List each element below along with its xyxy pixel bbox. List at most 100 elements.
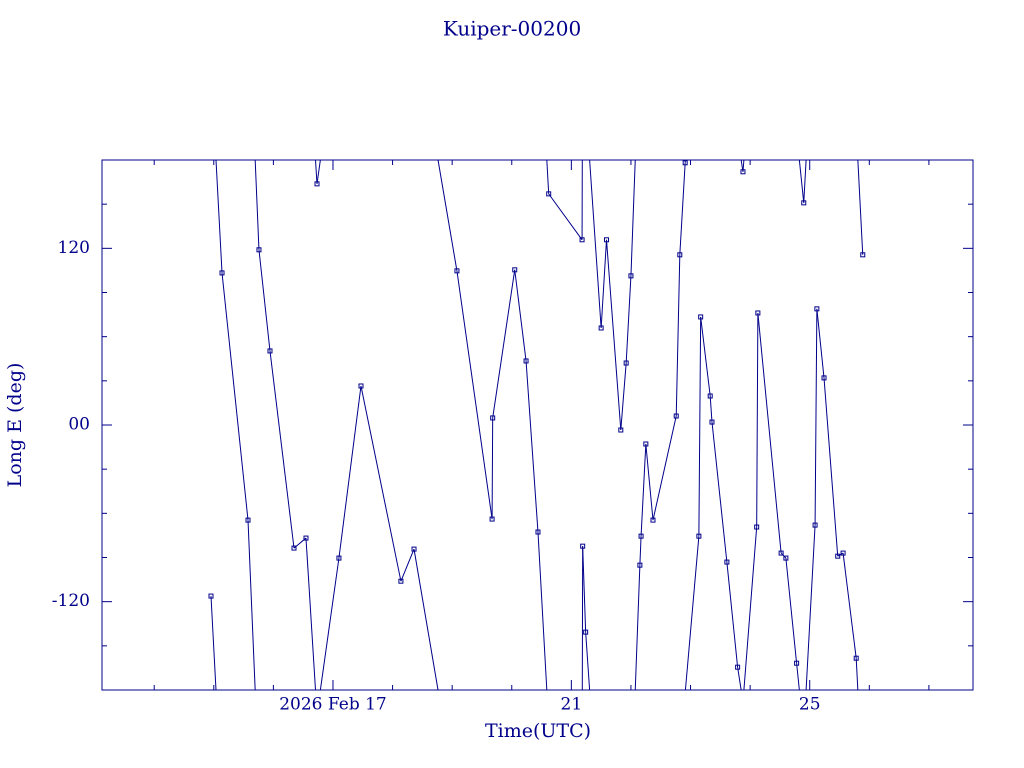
line-segment	[630, 159, 636, 276]
line-segment	[338, 385, 362, 559]
line-segment	[823, 377, 839, 557]
line-segment	[737, 667, 742, 691]
line-segment	[756, 312, 759, 528]
data-point	[778, 550, 784, 556]
line-segment	[855, 658, 859, 691]
line-segment	[400, 548, 415, 582]
data-point	[583, 629, 589, 635]
data-point	[219, 270, 225, 276]
line-segment	[639, 536, 642, 566]
line-segment	[634, 565, 641, 691]
data-point	[411, 546, 417, 552]
line-segment	[221, 272, 249, 521]
data-point	[724, 559, 730, 565]
data-point	[853, 655, 859, 661]
data-point	[735, 664, 741, 670]
data-point	[490, 415, 496, 421]
data-point	[643, 441, 649, 447]
line-segment	[606, 239, 622, 431]
line-segment	[780, 552, 787, 559]
line-segment	[816, 308, 825, 378]
line-segment	[413, 549, 439, 691]
data-point	[267, 348, 273, 354]
line-segment	[269, 350, 295, 549]
data-point	[535, 529, 541, 535]
line-segment	[620, 362, 627, 431]
line-segment	[785, 558, 798, 664]
line-segment	[491, 417, 494, 520]
line-segment	[525, 360, 539, 533]
line-segment	[805, 525, 816, 691]
data-point	[821, 375, 827, 381]
x-tick-label: 2026 Feb 17	[279, 695, 387, 715]
data-point	[754, 524, 760, 530]
data-point	[618, 427, 624, 433]
data-point	[256, 247, 262, 253]
line-segment	[679, 162, 686, 255]
chart-title: Kuiper-00200	[443, 17, 581, 41]
data-point	[677, 252, 683, 258]
data-point	[783, 555, 789, 561]
data-point	[673, 413, 679, 419]
plot-frame	[101, 159, 974, 691]
line-segment	[589, 159, 602, 329]
data-point	[628, 273, 634, 279]
line-segment	[757, 312, 782, 554]
line-segment	[711, 422, 728, 563]
data-point	[801, 200, 807, 206]
line-segment	[254, 159, 260, 250]
y-tick-label: 00	[68, 415, 90, 435]
line-segment	[803, 159, 807, 203]
y-axis-label: Long E (deg)	[4, 363, 26, 488]
line-segment	[456, 270, 493, 520]
data-point	[696, 533, 702, 539]
line-segment	[492, 269, 516, 419]
y-tick-label: 120	[58, 238, 90, 258]
line-segment	[645, 443, 654, 521]
data-point	[579, 237, 585, 243]
line-segment	[796, 663, 800, 691]
data-point	[860, 252, 866, 258]
data-point	[245, 517, 251, 523]
data-point	[637, 562, 643, 568]
line-segment	[842, 553, 857, 659]
data-point	[358, 383, 364, 389]
line-segment	[600, 239, 608, 329]
data-point	[835, 553, 841, 559]
line-segment	[814, 308, 818, 526]
data-point	[812, 522, 818, 528]
data-point	[303, 535, 309, 541]
line-segment	[837, 552, 844, 557]
data-point	[755, 310, 761, 316]
data-point	[546, 191, 552, 197]
x-axis-label: Time(UTC)	[485, 720, 591, 742]
data-point	[580, 543, 586, 549]
data-point	[398, 578, 404, 584]
line-segment	[215, 159, 223, 273]
x-tick-label: 21	[561, 695, 583, 715]
data-point	[707, 393, 713, 399]
line-segment	[546, 159, 550, 194]
data-point	[814, 306, 820, 312]
line-segment	[315, 159, 318, 184]
line-segment	[652, 415, 677, 521]
line-segment	[857, 159, 864, 255]
data-point	[638, 533, 644, 539]
data-point	[623, 360, 629, 366]
line-segment	[625, 275, 632, 364]
data-point	[489, 516, 495, 522]
x-tick-label: 25	[799, 695, 821, 715]
data-point	[709, 419, 715, 425]
data-point	[314, 181, 320, 187]
data-point	[740, 169, 746, 175]
line-segment	[709, 395, 713, 423]
line-segment	[675, 254, 681, 417]
line-segment	[316, 159, 321, 184]
data-point	[454, 268, 460, 274]
line-segment	[319, 558, 340, 691]
data-point	[512, 267, 518, 273]
line-segment	[548, 193, 583, 241]
line-segment	[437, 159, 458, 271]
line-segment	[698, 316, 702, 537]
